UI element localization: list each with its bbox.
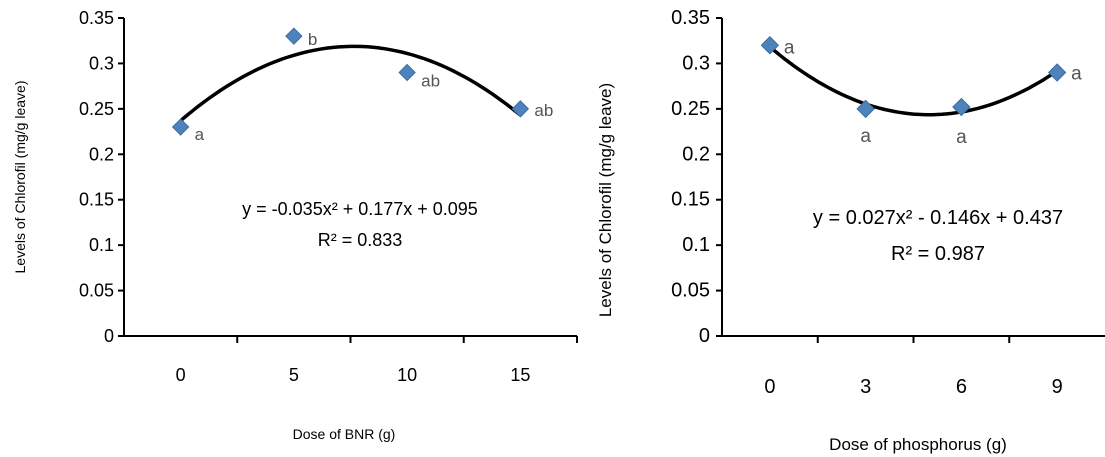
chart-1-x-ticks: 0 5 10 15 — [176, 336, 578, 385]
c1-data-point — [171, 118, 190, 136]
c2-y-tick-label: 0.2 — [682, 143, 710, 165]
c1-x-tick-label: 10 — [397, 365, 417, 385]
chart-1-y-ticks: 0 0.05 0.1 0.15 0.2 0.25 0.3 0.35 — [79, 8, 124, 346]
chart-1-equation: y = -0.035x² + 0.177x + 0.095 — [242, 199, 478, 219]
c2-y-tick-label: 0 — [699, 325, 710, 347]
chart-2-r-squared: R² = 0.987 — [891, 243, 985, 265]
chart-2-y-axis-label: Levels of Chlorofil (mg/g leave) — [596, 83, 615, 317]
c2-y-tick-label: 0.05 — [671, 280, 710, 302]
chart-2-trendline — [768, 45, 1059, 117]
c1-y-tick-label: 0.15 — [79, 190, 114, 210]
chart-1-points — [171, 27, 530, 136]
c1-y-tick-label: 0.2 — [89, 144, 114, 164]
chart-1-x-axis-label: Dose of BNR (g) — [293, 426, 396, 442]
chart-1-y-axis-label: Levels of Chlorofil (mg/g leave) — [12, 81, 28, 274]
c2-point-label: a — [860, 126, 871, 147]
c1-point-label: b — [308, 30, 317, 49]
chart-1: 00.050.10.150.20.250.30.35 0 5 10 15 ababab… — [12, 8, 578, 442]
c1-y-tick-label: 0.25 — [79, 99, 114, 119]
chart-2-point-labels: a a a a — [784, 37, 1082, 148]
c1-data-point — [285, 27, 303, 45]
c2-data-point — [856, 99, 875, 119]
c2-x-tick-label: 6 — [956, 376, 967, 398]
c2-point-label: a — [956, 127, 967, 148]
c1-data-point — [511, 100, 530, 118]
c2-x-tick-label: 0 — [764, 376, 775, 398]
c1-x-tick-label: 0 — [176, 365, 186, 385]
c2-y-tick-label: 0.25 — [671, 98, 710, 120]
c1-point-label: ab — [421, 72, 440, 91]
chart-2-points — [760, 36, 1067, 119]
c2-data-point — [1047, 63, 1067, 82]
c2-point-label: a — [784, 37, 795, 58]
c2-y-tick-label: 0.1 — [682, 234, 710, 256]
chart-2-x-ticks: 0 3 6 9 — [764, 336, 1063, 398]
c1-point-label: ab — [534, 101, 553, 120]
chart-1-trendline — [179, 44, 522, 123]
c1-y-tick-label: 0.1 — [89, 235, 114, 255]
c2-x-tick-label: 9 — [1052, 376, 1063, 398]
c1-y-tick-label: 0.35 — [79, 8, 114, 28]
c2-y-tick-label: 0.3 — [682, 52, 710, 74]
c2-data-point — [952, 97, 971, 117]
c2-x-tick-label: 3 — [860, 376, 871, 398]
chart-2-x-axis-label: Dose of phosphorus (g) — [829, 435, 1007, 454]
chart-2-y-ticks: 0 0.05 0.1 0.15 0.2 0.25 0.3 0.35 — [671, 7, 722, 347]
c1-point-label: a — [195, 125, 205, 144]
chart-1-r-squared: R² = 0.833 — [318, 230, 403, 250]
c2-data-point — [760, 36, 780, 55]
c2-y-tick-label: 0.15 — [671, 189, 710, 211]
chart-2: 0 0.05 0.1 0.15 0.2 0.25 0.3 0.35 0 3 6 9 a a a a y =… — [596, 7, 1105, 454]
c1-y-tick-label: 0.3 — [89, 53, 114, 73]
c1-y-tick-label: 0.05 — [79, 281, 114, 301]
c1-x-tick-label: 5 — [289, 365, 299, 385]
c1-x-tick-label: 15 — [510, 365, 530, 385]
c2-y-tick-label: 0.35 — [671, 7, 710, 29]
c1-y-tick-label: 0 — [104, 326, 114, 346]
c2-point-label: a — [1071, 64, 1082, 85]
c1-data-point — [398, 63, 416, 82]
chart-2-equation: y = 0.027x² - 0.146x + 0.437 — [813, 207, 1063, 229]
